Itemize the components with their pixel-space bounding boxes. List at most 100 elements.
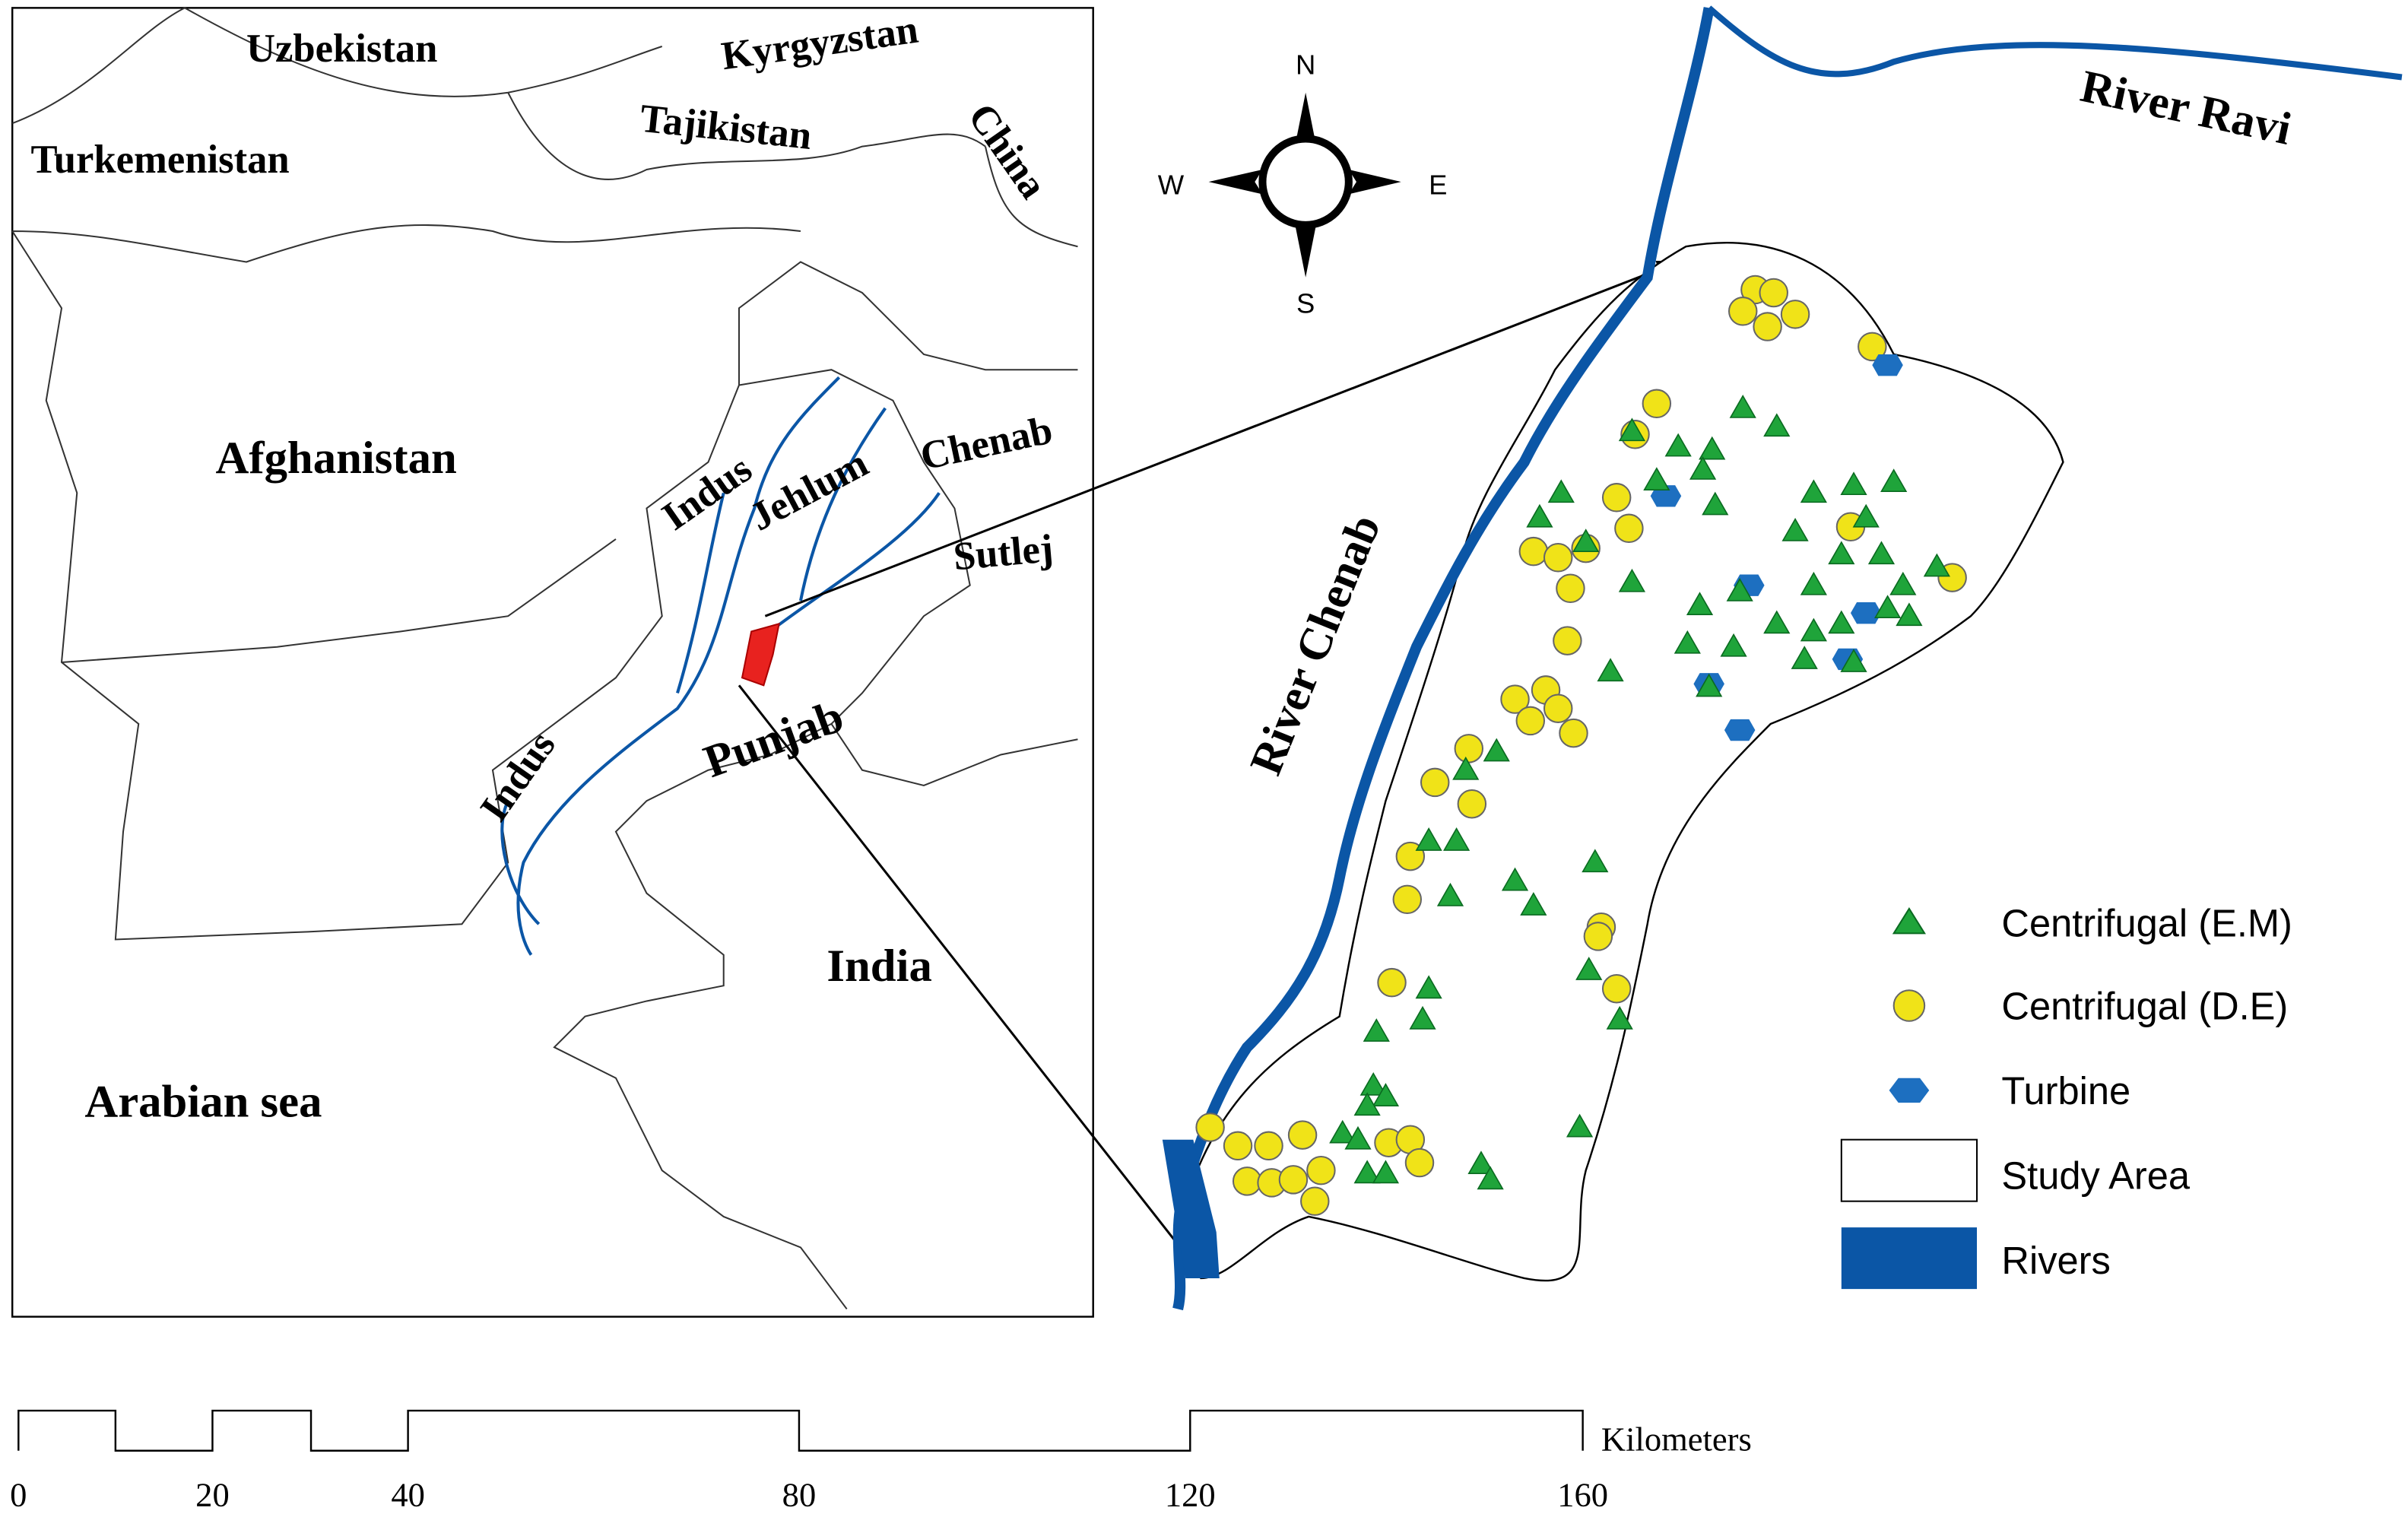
well-marker [1353, 1160, 1381, 1184]
well-marker [1526, 503, 1553, 528]
well-marker [1415, 827, 1442, 851]
well-marker [1195, 1112, 1225, 1142]
well-marker [1896, 602, 1923, 627]
well-marker [1457, 789, 1487, 819]
scale-tick-label: 160 [1557, 1476, 1608, 1514]
well-marker [1696, 673, 1723, 697]
well-marker [1278, 1165, 1309, 1195]
well-marker [1329, 1119, 1356, 1144]
country-label: Turkemenistan [30, 138, 289, 182]
well-marker [1515, 706, 1546, 736]
well-marker [1467, 1151, 1495, 1175]
well-marker [1372, 1160, 1400, 1184]
well-marker [1800, 617, 1827, 642]
well-marker [1720, 633, 1747, 657]
well-marker [1763, 610, 1791, 634]
river-label: Sutlej [951, 526, 1055, 579]
well-marker [1763, 413, 1791, 437]
compass-w: W [1158, 169, 1185, 200]
compass-s: S [1296, 287, 1315, 319]
well-marker [1501, 867, 1529, 891]
well-marker [1781, 518, 1809, 541]
well-marker [1674, 630, 1701, 654]
compass-e: E [1429, 169, 1447, 200]
well-marker [1344, 1125, 1372, 1150]
well-marker [1689, 456, 1717, 480]
well-marker [1729, 395, 1756, 418]
scale-tick-label: 80 [782, 1476, 817, 1514]
well-marker [1699, 436, 1726, 460]
well-marker [1650, 485, 1682, 507]
well-marker [1828, 541, 1855, 565]
well-marker [1606, 1005, 1633, 1030]
well-marker [1556, 573, 1585, 604]
well-marker [1575, 957, 1603, 980]
sea-label: Arabian sea [84, 1076, 322, 1127]
well-marker [1483, 738, 1510, 762]
zoom-arrow [738, 684, 1197, 1268]
well-marker [1727, 297, 1758, 326]
well-marker [1852, 503, 1880, 528]
well-marker [1840, 471, 1867, 496]
well-marker [1404, 1147, 1435, 1178]
well-marker [1300, 1186, 1330, 1216]
well-marker [1353, 1092, 1381, 1116]
well-marker [1618, 568, 1646, 592]
well-marker [1436, 882, 1464, 906]
well-marker [1840, 649, 1867, 672]
river-label: River Chenab [1241, 508, 1391, 782]
well-marker [1559, 718, 1588, 748]
well-marker [1392, 884, 1423, 915]
well-marker [1518, 536, 1549, 567]
well-marker [1306, 1155, 1336, 1185]
well-marker [1520, 892, 1547, 916]
well-marker [1664, 433, 1692, 457]
well-marker [1442, 827, 1470, 851]
inset-map: Uzbekistan Kyrgyzstan Tajikistan China T… [11, 7, 1094, 1318]
well-marker [1872, 354, 1903, 376]
study-area [1184, 242, 2064, 1282]
well-marker [1415, 975, 1442, 999]
river-ravi [1707, 5, 2403, 81]
well-marker [1543, 694, 1573, 723]
well-marker [1223, 1131, 1253, 1161]
well-marker [1452, 756, 1480, 780]
scale-tick-label: 120 [1165, 1476, 1216, 1514]
well-marker [1583, 922, 1613, 951]
well-marker [1642, 389, 1672, 419]
well-marker [1454, 734, 1484, 763]
compass-n: N [1296, 49, 1315, 80]
well-marker [1873, 595, 1902, 619]
well-marker [1597, 658, 1624, 682]
well-marker [1420, 767, 1450, 798]
well-marker [1867, 541, 1896, 565]
well-marker [1791, 646, 1818, 669]
well-marker [1753, 312, 1782, 341]
legend-label: Rivers [2001, 1239, 2110, 1282]
well-marker [1377, 967, 1407, 998]
well-marker [1254, 1131, 1283, 1161]
country-label: Afghanistan [215, 433, 456, 484]
well-marker [1724, 719, 1756, 741]
well-marker [1601, 483, 1632, 513]
well-marker [1686, 592, 1714, 616]
compass: N E S W [1158, 49, 1448, 319]
scale-tick-label: 0 [10, 1476, 27, 1514]
well-marker [1780, 300, 1810, 329]
well-marker [1800, 571, 1827, 595]
well-marker [1566, 1113, 1594, 1138]
study-map: River Ravi River Chenab [1162, 5, 2403, 1311]
well-marker [1702, 491, 1729, 516]
well-marker [1572, 528, 1600, 552]
well-marker [1850, 601, 1882, 624]
well-marker [1618, 417, 1646, 442]
well-marker [1889, 571, 1917, 595]
well-marker [1726, 577, 1753, 601]
river-label: River Ravi [2076, 61, 2295, 155]
well-marker [1547, 479, 1575, 503]
well-marker [1363, 1018, 1390, 1042]
well-marker [1543, 543, 1573, 573]
well-marker [1477, 1166, 1504, 1190]
